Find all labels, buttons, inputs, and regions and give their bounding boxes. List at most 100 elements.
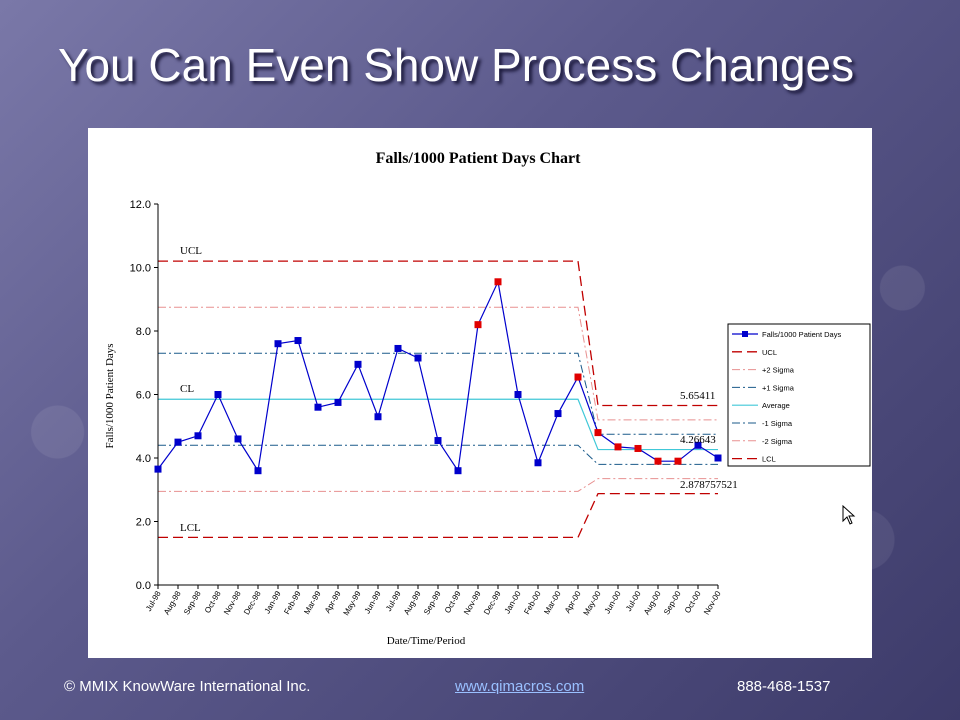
x-tick-label: Oct-00 [683,589,703,615]
limit-line-average [158,398,718,451]
x-tick-label: Oct-99 [443,589,463,615]
limit-line-2-sigma [158,478,718,492]
x-tick-label: Oct-98 [203,589,223,615]
slide-title: You Can Even Show Process Changes [58,39,855,91]
data-point [214,391,222,398]
cl-label: CL [180,383,194,395]
x-tick-label: Jul-98 [144,589,163,613]
control-chart-svg: Falls/1000 Patient Days Chart Falls/1000… [104,150,871,647]
footer-website-link[interactable]: www.qimacros.com [455,678,585,695]
x-tick-label: Mar-99 [302,589,323,616]
x-tick-label: Feb-00 [522,589,543,616]
x-tick-label: Aug-99 [402,589,423,616]
x-tick-label: Apr-00 [563,589,583,615]
data-series [154,278,722,475]
data-point [714,454,722,462]
y-tick-label: 0.0 [136,580,151,592]
lcl-value: 2.878757521 [680,479,738,491]
limit-line-lcl [158,492,718,539]
x-tick-label: Sep-98 [182,589,203,616]
data-point [394,344,402,352]
data-point [654,457,662,465]
data-point [174,438,182,446]
x-tick-label: Dec-99 [482,589,503,616]
x-tick-label: Nov-00 [702,589,723,616]
x-tick-label: Sep-99 [422,589,443,616]
data-point [254,467,262,475]
data-point [334,398,342,406]
limit-line-1-sigma [158,352,718,435]
limit-line-ucl [158,260,718,407]
mouse-cursor-icon [842,505,856,525]
x-tick-label: May-00 [582,589,603,617]
data-point [674,457,682,465]
control-chart: Falls/1000 Patient Days Chart Falls/1000… [88,128,872,658]
x-tick-label: Dec-98 [242,589,263,616]
data-point [594,429,602,437]
footer: © MMIX KnowWare International Inc. www.q… [0,678,960,702]
x-tick-label: Jun-00 [603,589,623,615]
ucl-label: UCL [180,245,202,257]
y-tick-label: 2.0 [136,517,151,529]
cl-value: 4.26643 [680,434,716,446]
legend-entry: -2 Sigma [762,437,793,446]
x-tick-label: Aug-00 [642,589,663,616]
ucl-value: 5.65411 [680,390,715,402]
legend-entry: +1 Sigma [762,383,795,392]
legend-entry: Average [762,401,790,410]
x-tick-label: Aug-98 [162,589,183,616]
y-tick-label: 10.0 [130,263,151,275]
chart-title: Falls/1000 Patient Days Chart [376,150,582,167]
y-tick-label: 4.0 [136,453,151,465]
x-tick-label: Apr-99 [323,589,343,615]
x-tick-label: Jan-00 [503,589,523,615]
limit-annotations: UCL CL LCL 5.65411 4.26643 2.878757521 [180,245,738,534]
x-tick-label: Jan-99 [263,589,283,615]
legend-entry: LCL [762,455,776,464]
data-point [354,360,362,368]
x-tick-label: Nov-98 [222,589,243,616]
footer-phone: 888-468-1537 [737,678,831,695]
x-tick-label: Feb-99 [282,589,303,616]
control-limit-lines [158,260,718,539]
x-tick-label: Sep-00 [662,589,683,616]
x-tick-label: Mar-00 [542,589,563,616]
lcl-label: LCL [180,522,201,534]
data-point [554,410,562,418]
legend-box [727,323,871,467]
data-point [154,465,162,473]
legend-entry: -1 Sigma [762,419,793,428]
data-point [494,278,502,286]
data-point [234,435,242,443]
data-point [414,354,422,362]
data-point [514,391,522,398]
legend-entry: +2 Sigma [762,366,795,375]
y-axis-label: Falls/1000 Patient Days [104,343,116,448]
limit-line-2-sigma [158,306,718,421]
data-point [694,441,702,449]
data-point [474,321,482,329]
legend-marker [742,331,748,337]
data-point [534,459,542,467]
data-point [454,467,462,475]
x-tick-label: Jul-00 [624,589,643,613]
legend-entry: UCL [762,348,777,357]
x-tick-label: Jun-99 [363,589,383,615]
legend-entry: Falls/1000 Patient Days [762,330,841,339]
data-point [314,403,322,411]
y-tick-label: 6.0 [136,390,151,402]
data-point [194,432,202,440]
x-tick-label: Jul-99 [384,589,403,613]
x-axis-label: Date/Time/Period [387,635,466,647]
y-tick-label: 12.0 [130,199,151,211]
data-point [374,413,382,421]
data-point [294,337,302,345]
footer-copyright: © MMIX KnowWare International Inc. [64,678,311,695]
chart-legend: Falls/1000 Patient Days UCL +2 Sigma +1 Sig… [727,323,871,467]
x-tick-label: Nov-99 [462,589,483,616]
data-point [634,444,642,452]
x-tick-label: May-99 [342,589,363,617]
data-point [614,443,622,451]
data-point [274,340,282,348]
data-point [434,437,442,445]
